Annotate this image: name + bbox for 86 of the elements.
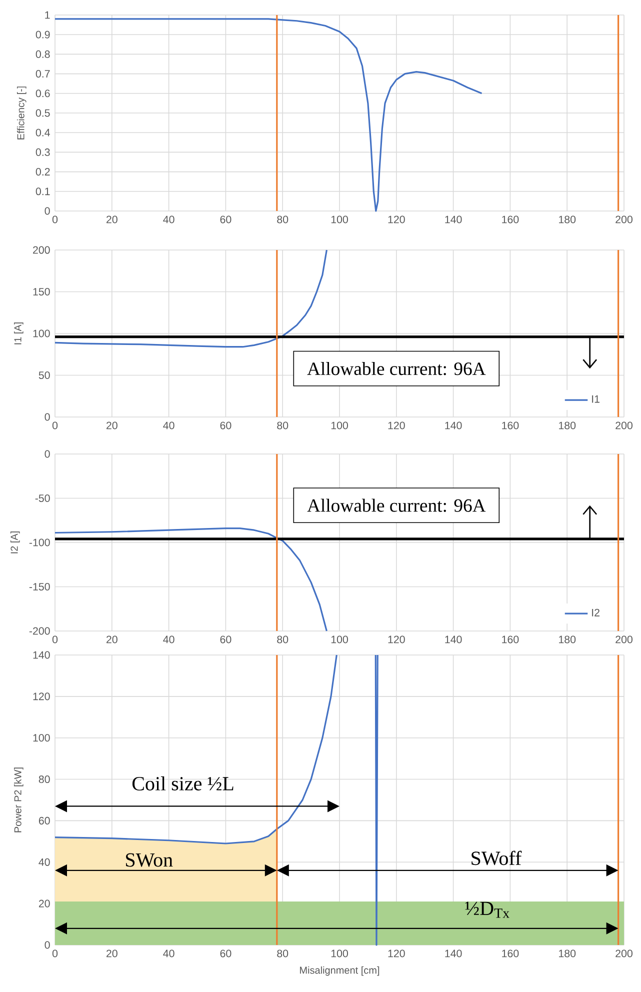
x-tick-label: 40 [163,422,174,430]
x-tick-label: 0 [52,216,58,224]
x-tick-label: 0 [52,950,58,958]
x-tick-label: 140 [445,950,462,958]
x-tick-label: 180 [559,216,576,224]
y-tick-label: -100 [29,538,50,546]
x-tick-label: 40 [163,216,174,224]
x-tick-label: 120 [388,422,405,430]
y-tick-label: 0 [44,413,50,421]
x-tick-label: 180 [559,636,576,644]
y-tick-label: 0.3 [36,148,50,156]
y-tick-label: 0.5 [36,109,50,117]
x-tick-label: 140 [445,422,462,430]
y-tick-label: 200 [33,246,50,254]
y-tick-label: 0.6 [36,90,50,98]
y-tick-label: -150 [29,582,50,591]
y-tick-label: 100 [33,330,50,338]
x-tick-label: 120 [388,216,405,224]
y-tick-label: 0 [44,941,50,949]
y-tick-label: 0 [44,450,50,458]
y-tick-label: 1 [45,11,50,19]
y-tick-label: 0.1 [36,188,50,196]
x-tick-label: 200 [616,636,632,644]
x-tick-label: 20 [106,422,118,430]
x-tick-label: 200 [616,422,632,430]
x-tick-label: 200 [616,216,632,224]
x-tick-label: 80 [277,950,288,958]
x-tick-label: 60 [220,422,232,430]
legend-label: I2 [592,608,600,616]
y-tick-label: 40 [38,858,50,866]
x-tick-label: 80 [277,216,288,224]
annotation: SWon [126,853,173,867]
y-axis-title: Power P2 [kW] [14,768,24,832]
x-tick-label: 160 [502,950,519,958]
y-tick-label: 20 [38,900,50,908]
annotation: SWoff [472,850,522,866]
x-tick-label: 0 [52,636,58,644]
y-tick-label: 120 [33,692,50,700]
legend-label: I1 [592,395,600,403]
x-tick-label: 160 [502,422,519,430]
x-tick-label: 40 [163,950,174,958]
y-tick-label: -50 [35,494,50,502]
x-tick-label: 180 [559,950,576,958]
y-tick-label: 0.9 [36,30,50,38]
x-tick-label: 140 [445,216,462,224]
x-tick-label: 40 [163,636,174,644]
annotation: Coil size ½L [132,776,234,790]
x-tick-label: 180 [559,422,576,430]
x-tick-label: 60 [220,216,232,224]
x-tick-label: 0 [52,422,58,430]
y-tick-label: 0.4 [36,128,50,136]
y-tick-label: 0.2 [36,168,50,176]
x-tick-label: 20 [106,950,118,958]
x-tick-label: 100 [331,950,348,958]
x-tick-label: 200 [616,950,632,958]
y-tick-label: 60 [38,816,50,824]
x-tick-label: 60 [220,950,232,958]
x-tick-label: 120 [388,950,405,958]
y-tick-label: 150 [33,288,50,296]
annotation: Allowable current: 96A [307,362,486,376]
y-tick-label: 80 [38,776,50,784]
annotation: Allowable current: 96A [307,498,486,512]
x-tick-label: 140 [445,636,462,644]
y-tick-label: 100 [33,734,50,742]
x-tick-label: 100 [331,422,348,430]
y-axis-title: I2 [A] [10,532,20,554]
x-tick-label: 160 [502,636,519,644]
x-tick-label: 120 [388,636,405,644]
annotation: ½D$_{Tx}$ [465,902,510,918]
y-tick-label: 0 [44,207,50,215]
x-tick-label: 60 [220,636,232,644]
y-axis-title: Efficiency [-] [16,86,26,140]
x-axis-title: Misalignment [cm] [300,966,380,976]
y-axis-title: I1 [A] [14,322,24,344]
y-tick-label: -200 [29,627,50,635]
x-tick-label: 80 [277,636,288,644]
x-tick-label: 100 [331,216,348,224]
x-tick-label: 160 [502,216,519,224]
x-tick-label: 100 [331,636,348,644]
y-tick-label: 50 [38,371,50,380]
y-tick-label: 140 [33,651,50,659]
y-tick-label: 0.7 [36,70,50,78]
x-tick-label: 20 [106,216,118,224]
x-tick-label: 80 [277,422,288,430]
x-tick-label: 20 [106,636,118,644]
y-tick-label: 0.8 [36,50,50,58]
